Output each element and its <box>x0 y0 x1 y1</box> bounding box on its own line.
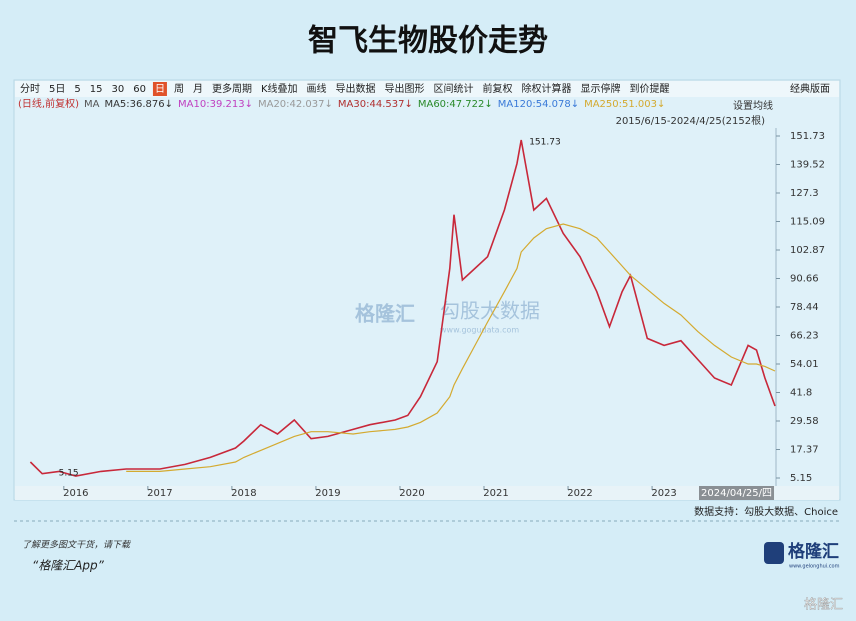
toolbar-item[interactable]: K线叠加 <box>261 82 298 95</box>
chart-title: 智飞生物股价走势 <box>308 24 548 59</box>
toolbar-item[interactable]: 显示停牌 <box>581 82 621 95</box>
toolbar-item[interactable]: 月 <box>193 83 203 95</box>
y-tick-label: 5.15 <box>790 473 812 484</box>
toolbar-item[interactable]: 日 <box>155 84 165 95</box>
ma-settings[interactable]: 设置均线 <box>733 99 773 112</box>
toolbar-item[interactable]: 区间统计 <box>434 82 474 95</box>
y-tick-label: 41.8 <box>790 387 812 398</box>
x-tick-label: 2017 <box>147 488 172 499</box>
watermark: 格隆汇 勾股大数据 www.gogudata.com <box>355 299 540 335</box>
y-tick-label: 90.66 <box>790 273 819 284</box>
y-tick-label: 29.58 <box>790 416 819 427</box>
toolbar-item[interactable]: 画线 <box>307 82 327 95</box>
indicator-legend: MA250:51.003↓ <box>584 99 665 110</box>
watermark-url: www.gogudata.com <box>440 326 519 335</box>
site: www.gelonghui.com <box>789 564 840 570</box>
app: “格隆汇App” <box>32 559 105 573</box>
y-tick-label: 54.01 <box>790 359 819 370</box>
x-tick-label: 2019 <box>315 488 340 499</box>
toolbar-item[interactable]: 导出图形 <box>385 82 425 95</box>
price-line <box>126 223 776 472</box>
annotation: 5.15 <box>59 469 79 479</box>
annotation: 151.73 <box>529 138 561 148</box>
x-tick-label: 2020 <box>399 488 424 499</box>
indicator-legend: MA <box>84 99 100 110</box>
toolbar-item[interactable]: 导出数据 <box>336 82 376 95</box>
price-line <box>29 139 776 477</box>
toolbar-active <box>152 82 167 96</box>
toolbar <box>15 81 839 97</box>
toolbar-item[interactable]: 到价提醒 <box>630 83 670 95</box>
y-tick-label: 115.09 <box>790 216 825 227</box>
y-tick-label: 66.23 <box>790 330 819 341</box>
toolbar-item[interactable]: 30 <box>111 84 124 95</box>
toolbar-item[interactable]: 60 <box>133 84 146 95</box>
x-tick-label: 2018 <box>231 488 256 499</box>
x-tick-label: 2016 <box>63 488 88 499</box>
indicator-legend: MA20:42.037↓ <box>258 99 333 110</box>
indicator-legend: MA5:36.876↓ <box>104 99 173 110</box>
logo-icon <box>764 542 784 564</box>
toolbar-item[interactable]: 除权计算器 <box>522 82 572 95</box>
x-tick-label: 2023 <box>651 488 676 499</box>
y-tick-label: 78.44 <box>790 302 819 313</box>
layout-button[interactable]: 经典版面 <box>790 82 830 95</box>
source: 数据支持：勾股大数据、Choice <box>694 505 838 518</box>
x-axis-bar <box>15 486 839 500</box>
indicator-legend: MA60:47.722↓ <box>418 99 493 110</box>
logo: 格隆汇 <box>788 541 839 562</box>
toolbar-item[interactable]: 周 <box>174 83 184 95</box>
watermark-brand: 格隆汇 <box>355 302 415 326</box>
indicator-legend: MA120:54.078↓ <box>498 99 579 110</box>
toolbar-item[interactable]: 15 <box>90 84 103 95</box>
y-tick-label: 127.3 <box>790 188 819 199</box>
x-tick-label: 2021 <box>483 488 508 499</box>
toolbar-item[interactable]: 分时 <box>20 83 40 95</box>
toolbar-item[interactable]: 5日 <box>49 84 65 95</box>
x-tick-label: 2022 <box>567 488 592 499</box>
indicator-legend: MA30:44.537↓ <box>338 99 413 110</box>
y-tick-label: 17.37 <box>790 444 819 455</box>
indicator-legend: (日线,前复权) <box>18 97 79 110</box>
chart-panel <box>13 79 841 501</box>
y-tick-label: 151.73 <box>790 131 825 142</box>
indicator-legend: MA10:39.213↓ <box>178 99 253 110</box>
corner-watermark: 格隆汇 <box>804 597 843 613</box>
toolbar-item[interactable]: 5 <box>74 84 80 95</box>
toolbar-item[interactable]: 更多周期 <box>212 82 252 95</box>
y-tick-label: 139.52 <box>790 159 825 170</box>
toolbar-item[interactable]: 前复权 <box>483 82 513 95</box>
promo: 了解更多图文干货，请下载 <box>22 540 131 551</box>
range-label: 2015/6/15-2024/4/25(2152根) <box>616 114 766 127</box>
cursor-label: 2024/04/25/四 <box>701 488 772 499</box>
cursor-label-bg <box>699 486 775 500</box>
y-tick-label: 102.87 <box>790 245 825 256</box>
